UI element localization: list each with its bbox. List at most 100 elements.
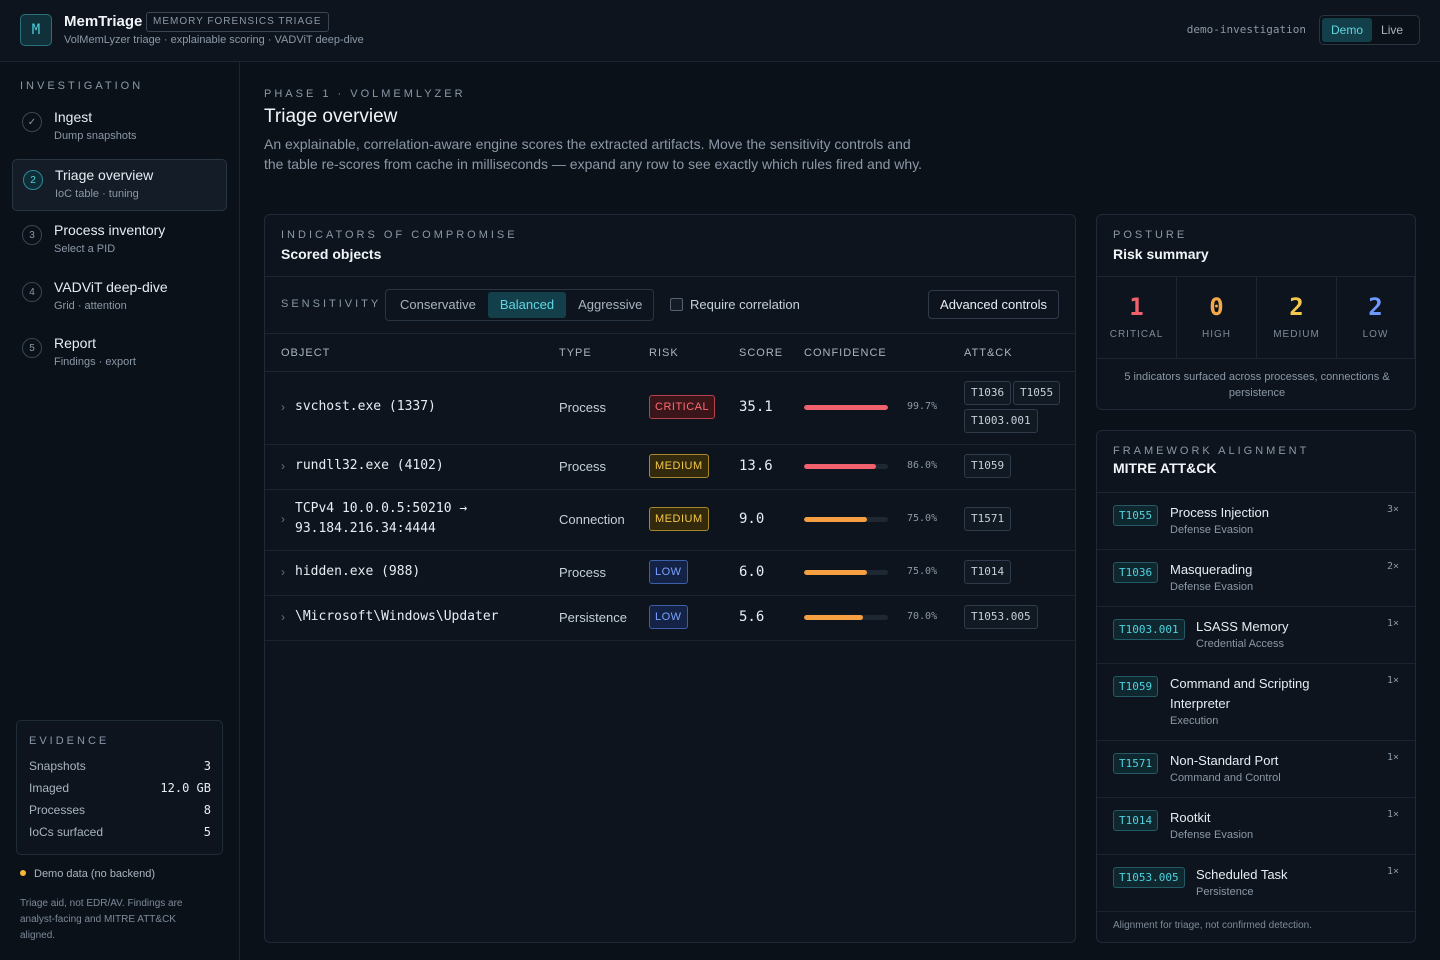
risk-badge: MEDIUM [649,454,709,478]
sidebar-heading: INVESTIGATION [20,80,144,92]
sensitivity-label: SENSITIVITY [281,298,382,310]
technique-id[interactable]: T1059 [1113,676,1159,697]
column-header-attack[interactable]: ATT&CK [964,347,1013,359]
column-header-confidence[interactable]: CONFIDENCE [804,347,887,359]
step-number: 5 [22,338,42,358]
technique-id[interactable]: T1053.005 [1113,867,1185,888]
step-number: 3 [22,225,42,245]
technique-name: Process Injection [1170,505,1269,520]
evidence-heading: EVIDENCE [29,735,110,747]
confidence-percent: 70.0% [907,611,938,622]
technique-item[interactable]: T1571 Non-Standard Port Command and Cont… [1097,741,1415,798]
app-title: MemTriage [64,13,143,30]
divider [1097,492,1415,493]
attack-tag[interactable]: T1055 [1013,381,1061,405]
divider [265,371,1075,372]
chevron-right-icon[interactable]: › [281,400,285,414]
confidence-percent: 75.0% [907,566,938,577]
sensitivity-conservative-button[interactable]: Conservative [400,297,476,312]
mitre-footer: Alignment for triage, not confirmed dete… [1113,920,1312,931]
technique-item[interactable]: T1003.001 LSASS Memory Credential Access… [1097,607,1415,664]
technique-item[interactable]: T1055 Process Injection Defense Evasion … [1097,493,1415,550]
step-subtitle: IoC table · tuning [55,188,139,200]
require-correlation-label[interactable]: Require correlation [690,297,800,312]
table-row[interactable]: › rundll32.exe (4102) Process MEDIUM 13.… [265,445,1075,490]
table-row[interactable]: › \Microsoft\Windows\Updater Persistence… [265,596,1075,641]
sensitivity-balanced-button[interactable]: Balanced [487,292,567,318]
posture-title: Risk summary [1113,246,1209,262]
step-report[interactable]: 5 Report Findings · export [12,328,227,380]
confidence-fill [804,570,867,575]
step-vadvit-deep-dive[interactable]: 4 VADViT deep-dive Grid · attention [12,272,227,324]
confidence-percent: 75.0% [907,513,938,524]
attack-tag[interactable]: T1059 [964,454,1012,478]
technique-name: Scheduled Task [1196,867,1288,882]
chevron-right-icon[interactable]: › [281,610,285,624]
technique-id[interactable]: T1036 [1113,562,1159,583]
evidence-label: IoCs surfaced [29,825,104,839]
table-row[interactable]: › TCPv4 10.0.0.5:50210 → 93.184.216.34:4… [265,490,1075,551]
technique-id[interactable]: T1055 [1113,505,1159,526]
require-correlation-checkbox[interactable] [670,298,683,311]
evidence-row: Processes 8 [29,803,211,823]
sensitivity-selector: Conservative Balanced Aggressive [385,289,654,321]
technique-id[interactable]: T1014 [1113,810,1159,831]
technique-id[interactable]: T1571 [1113,753,1159,774]
object-name: \Microsoft\Windows\Updater [295,609,499,624]
mode-demo-button[interactable]: Demo [1322,18,1373,42]
step-triage-overview[interactable]: 2 Triage overview IoC table · tuning [12,159,227,211]
object-name: TCPv4 10.0.0.5:50210 → 93.184.216.34:444… [295,501,468,536]
evidence-row: IoCs surfaced 5 [29,825,211,845]
app-badge: MEMORY FORENSICS TRIAGE [146,12,329,32]
step-ingest[interactable]: ✓ Ingest Dump snapshots [12,102,227,154]
risk-badge: LOW [649,560,688,584]
object-name: svchost.exe (1337) [295,399,436,414]
risk-badge: MEDIUM [649,507,709,531]
sensitivity-aggressive-button[interactable]: Aggressive [578,297,643,312]
chevron-right-icon[interactable]: › [281,565,285,579]
chevron-right-icon[interactable]: › [281,459,285,473]
column-header-risk[interactable]: RISK [649,347,679,359]
attack-tag[interactable]: T1036 [964,381,1012,405]
mitre-title: MITRE ATT&CK [1113,460,1217,476]
column-header-object[interactable]: OBJECT [281,347,331,359]
stat-label: CRITICAL [1109,329,1164,340]
confidence-fill [804,517,867,522]
mode-live-button[interactable]: Live [1381,23,1404,37]
technique-tactic: Execution [1170,715,1219,727]
attack-tag[interactable]: T1571 [964,507,1012,531]
step-subtitle: Dump snapshots [54,130,137,142]
evidence-value: 12.0 GB [160,781,211,795]
check-icon: ✓ [22,112,42,132]
technique-count: 3× [1386,504,1399,515]
technique-item[interactable]: T1059 Command and Scripting Interpreter … [1097,664,1415,741]
step-process-inventory[interactable]: 3 Process inventory Select a PID [12,215,227,267]
advanced-controls-button[interactable]: Advanced controls [928,290,1059,319]
stat-low: 2 LOW [1337,277,1415,359]
top-bar: M MemTriage MEMORY FORENSICS TRIAGE VolM… [0,0,1440,62]
attack-tag[interactable]: T1003.001 [964,409,1038,433]
object-type: Process [559,459,606,474]
score-value: 5.6 [739,609,765,625]
score-value: 9.0 [739,511,765,527]
step-subtitle: Grid · attention [54,300,127,312]
table-row[interactable]: › svchost.exe (1337) Process CRITICAL 35… [265,372,1075,445]
technique-item[interactable]: T1014 Rootkit Defense Evasion 1× [1097,798,1415,855]
chevron-right-icon[interactable]: › [281,512,285,526]
column-header-score[interactable]: SCORE [739,347,784,359]
technique-count: 2× [1386,561,1399,572]
phase-label: PHASE 1 · VOLMEMLYZER [264,88,466,100]
stat-label: MEDIUM [1273,329,1320,340]
table-row[interactable]: › hidden.exe (988) Process LOW 6.0 75.0%… [265,551,1075,596]
attack-tag[interactable]: T1014 [964,560,1012,584]
step-subtitle: Findings · export [54,356,136,368]
sidebar: INVESTIGATION ✓ Ingest Dump snapshots 2 … [0,62,240,960]
evidence-label: Processes [29,803,86,817]
stat-medium: 2 MEDIUM [1257,277,1337,359]
technique-id[interactable]: T1003.001 [1113,619,1185,640]
evidence-value: 5 [203,825,211,839]
attack-tag[interactable]: T1053.005 [964,605,1038,629]
technique-item[interactable]: T1053.005 Scheduled Task Persistence 1× [1097,855,1415,912]
technique-item[interactable]: T1036 Masquerading Defense Evasion 2× [1097,550,1415,607]
column-header-type[interactable]: TYPE [559,347,592,359]
